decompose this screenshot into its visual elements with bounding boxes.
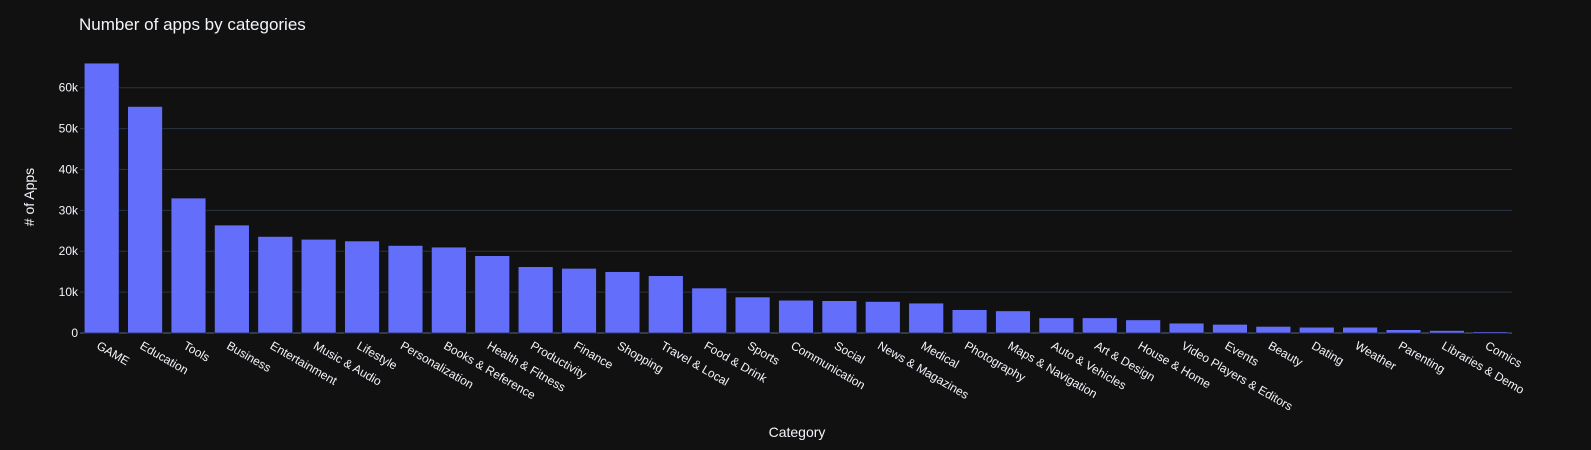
bar[interactable] — [1038, 317, 1074, 334]
bar[interactable] — [1385, 329, 1422, 334]
bar[interactable] — [1299, 327, 1335, 334]
y-tick-label: 10k — [59, 285, 79, 299]
bar[interactable] — [908, 302, 944, 334]
bar[interactable] — [127, 106, 163, 334]
bar[interactable] — [1342, 327, 1378, 334]
bar[interactable] — [1125, 319, 1161, 334]
bar[interactable] — [1429, 330, 1465, 334]
bar[interactable] — [387, 245, 424, 334]
bar[interactable] — [431, 246, 467, 334]
bar[interactable] — [1168, 322, 1205, 334]
bar[interactable] — [951, 309, 988, 334]
bar[interactable] — [474, 255, 510, 334]
chart-title: Number of apps by categories — [79, 15, 306, 34]
y-axis-title: # of Apps — [21, 168, 37, 226]
bar[interactable] — [344, 240, 380, 334]
bars — [84, 62, 1508, 334]
bar[interactable] — [1472, 331, 1508, 334]
bar[interactable] — [301, 239, 337, 334]
bar[interactable] — [691, 287, 727, 334]
y-tick-label: 60k — [59, 81, 79, 95]
bar[interactable] — [734, 296, 771, 334]
y-tick-label: 20k — [59, 244, 79, 258]
y-tick-label: 30k — [59, 203, 79, 217]
bar[interactable] — [84, 62, 120, 334]
bar[interactable] — [778, 300, 814, 334]
bar[interactable] — [257, 236, 293, 334]
bar[interactable] — [821, 300, 858, 334]
bar[interactable] — [561, 268, 597, 334]
bar[interactable] — [865, 301, 901, 334]
bar[interactable] — [1255, 326, 1291, 334]
bar[interactable] — [648, 275, 684, 334]
bar[interactable] — [1212, 324, 1248, 334]
bar[interactable] — [995, 310, 1031, 334]
x-axis-title: Category — [769, 424, 826, 440]
bar[interactable] — [214, 224, 250, 334]
bar[interactable] — [1082, 317, 1118, 334]
y-tick-labels: 0 10k 20k 30k 40k 50k 60k — [59, 81, 79, 340]
bar[interactable] — [518, 266, 554, 334]
y-tick-label: 50k — [59, 122, 79, 136]
y-tick-label: 40k — [59, 162, 79, 176]
y-tick-label: 0 — [71, 326, 78, 340]
bar[interactable] — [170, 197, 207, 334]
bar[interactable] — [604, 271, 641, 334]
